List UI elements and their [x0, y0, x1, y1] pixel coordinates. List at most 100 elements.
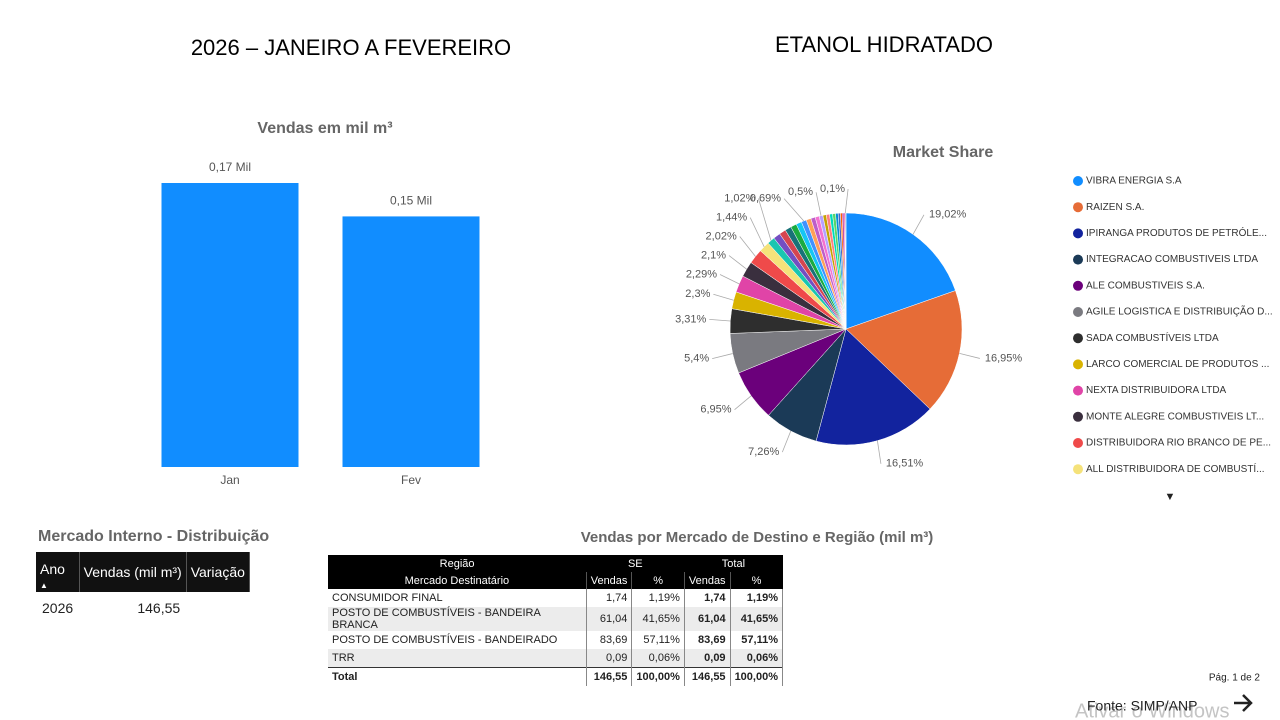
- cell: 100,00%: [730, 667, 784, 686]
- legend-entry: DISTRIBUIDORA RIO BRANCO DE PE...: [1086, 438, 1271, 449]
- data-label: 5,4%: [684, 353, 709, 365]
- legend-entry: INTEGRACAO COMBUSTIVEIS LTDA: [1086, 254, 1258, 265]
- header-row: Mercado Destinatário Vendas% Vendas%: [328, 572, 783, 589]
- total-row: Total 146,55 100,00% 146,55 100,00%: [328, 667, 784, 686]
- cell: 83,69: [684, 631, 731, 649]
- header-row: Ano ▲ Vendas (mil m³) Variação: [36, 552, 250, 592]
- legend-entry: ALE COMBUSTIVEIS S.A.: [1086, 280, 1205, 291]
- data-label: 6,95%: [700, 404, 731, 416]
- data-label: 2,29%: [686, 268, 717, 280]
- data-label: 2,02%: [706, 230, 737, 242]
- row: POSTO DE COMBUSTÍVEIS - BANDEIRA BRANCA 6…: [328, 607, 784, 631]
- legend-entry: MONTE ALEGRE COMBUSTIVEIS LT...: [1086, 411, 1264, 422]
- legend-swatch: [1073, 176, 1083, 186]
- row: 2026 146,55: [36, 592, 249, 624]
- legend-swatch: [1073, 464, 1083, 475]
- header-cell: Mercado Destinatário: [328, 572, 587, 589]
- cell: 1,19%: [631, 589, 685, 607]
- cell: 83,69: [586, 631, 633, 649]
- x-tick-label: Fev: [401, 473, 421, 487]
- x-tick-label: Jan: [220, 473, 239, 487]
- cell: POSTO DE COMBUSTÍVEIS - BANDEIRA BRANCA: [328, 607, 587, 631]
- data-label: 0,5%: [788, 186, 813, 198]
- next-page-arrow[interactable]: [1234, 694, 1253, 712]
- cell: 146,55: [137, 600, 181, 616]
- data-label: 2,3%: [685, 288, 710, 300]
- leader-line: [783, 198, 805, 222]
- cell: 0,06%: [631, 649, 685, 668]
- header-cell: %: [631, 572, 685, 589]
- data-label: 0,15 Mil: [390, 194, 432, 208]
- table-title: Mercado Interno - Distribuição: [38, 528, 269, 545]
- cell: 2026: [42, 600, 74, 616]
- legend-swatch: [1073, 202, 1083, 213]
- header-cell: SE: [586, 555, 685, 572]
- legend-entry: RAIZEN S.A.: [1086, 202, 1144, 213]
- cell: 57,11%: [730, 631, 784, 649]
- leader-line: [712, 353, 733, 360]
- leader-line: [912, 214, 925, 235]
- leader-line: [959, 353, 980, 359]
- legend-swatch: [1073, 254, 1083, 265]
- header-cell: %: [729, 572, 783, 589]
- cell: 1,74: [586, 589, 633, 607]
- leader-line: [728, 255, 747, 270]
- cell: POSTO DE COMBUSTÍVEIS - BANDEIRADO: [328, 631, 587, 649]
- row: POSTO DE COMBUSTÍVEIS - BANDEIRADO 83,69 5…: [328, 631, 784, 649]
- data-label: 16,95%: [985, 352, 1023, 364]
- cell: Total: [328, 667, 587, 686]
- legend-entry: LARCO COMERCIAL DE PRODUTOS ...: [1086, 359, 1269, 370]
- header-row: Região SE Total: [328, 555, 783, 572]
- header-cell: Região: [328, 555, 587, 572]
- product-title: ETANOL HIDRATADO: [775, 32, 993, 57]
- cell: 0,06%: [730, 649, 784, 668]
- page-number: Pág. 1 de 2: [1209, 673, 1261, 684]
- cell: 41,65%: [730, 607, 784, 631]
- cell: CONSUMIDOR FINAL: [328, 589, 587, 607]
- cell: 146,55: [586, 667, 633, 686]
- legend-swatch: [1073, 438, 1083, 448]
- legend-entry: VIBRA ENERGIA S.A: [1086, 176, 1182, 187]
- pie-chart-title: Market Share: [893, 144, 994, 161]
- cell: 0,09: [586, 649, 633, 668]
- legend-swatch: [1073, 385, 1083, 396]
- cell: 57,11%: [631, 631, 685, 649]
- data-label: 2,1%: [701, 249, 726, 261]
- legend-entry: NEXTA DISTRIBUIDORA LTDA: [1086, 385, 1227, 396]
- cell: [186, 592, 249, 624]
- cell: 41,65%: [631, 607, 685, 631]
- legend-entry: SADA COMBUSTÍVEIS LTDA: [1086, 331, 1219, 344]
- row: CONSUMIDOR FINAL 1,74 1,19% 1,74 1,19%: [328, 589, 784, 607]
- leader-line: [758, 198, 772, 241]
- header-cell: Variação: [186, 552, 250, 592]
- pie-slice: [845, 290, 963, 410]
- bar: [342, 216, 480, 467]
- header-cell: Total: [684, 555, 783, 572]
- data-label: 0,17 Mil: [209, 160, 251, 174]
- legend-swatch: [1073, 333, 1083, 344]
- cell: 1,19%: [730, 589, 784, 607]
- cell: 0,09: [684, 649, 731, 668]
- source: Fonte: SIMP/ANP: [1087, 698, 1197, 714]
- leader-line: [713, 293, 734, 301]
- cell: 100,00%: [631, 667, 685, 686]
- cell: TRR: [328, 649, 587, 668]
- internal-table: Ano ▲ Vendas (mil m³) Variação 2026 146,55: [36, 552, 250, 624]
- header-cell: Vendas: [683, 572, 731, 589]
- sort-indicator: ▲: [40, 581, 48, 590]
- table-title: Vendas por Mercado de Destino e Região (…: [581, 529, 934, 546]
- leader-line: [781, 430, 792, 453]
- data-label: 3,31%: [675, 313, 706, 325]
- data-label: 0,1%: [820, 183, 845, 195]
- leader-line: [719, 274, 740, 285]
- leader-line: [709, 318, 731, 322]
- data-label: 0,69%: [750, 193, 781, 205]
- legend-scroll[interactable]: ▼: [1165, 491, 1176, 503]
- legend-swatch: [1073, 228, 1083, 239]
- period-title: 2026 – JANEIRO A FEVEREIRO: [191, 35, 511, 60]
- header-cell[interactable]: Ano ▲: [36, 552, 80, 592]
- data-label: 16,51%: [886, 458, 924, 470]
- legend-entry: ALL DISTRIBUIDORA DE COMBUSTÍ...: [1086, 462, 1265, 475]
- data-label: 7,26%: [748, 446, 779, 458]
